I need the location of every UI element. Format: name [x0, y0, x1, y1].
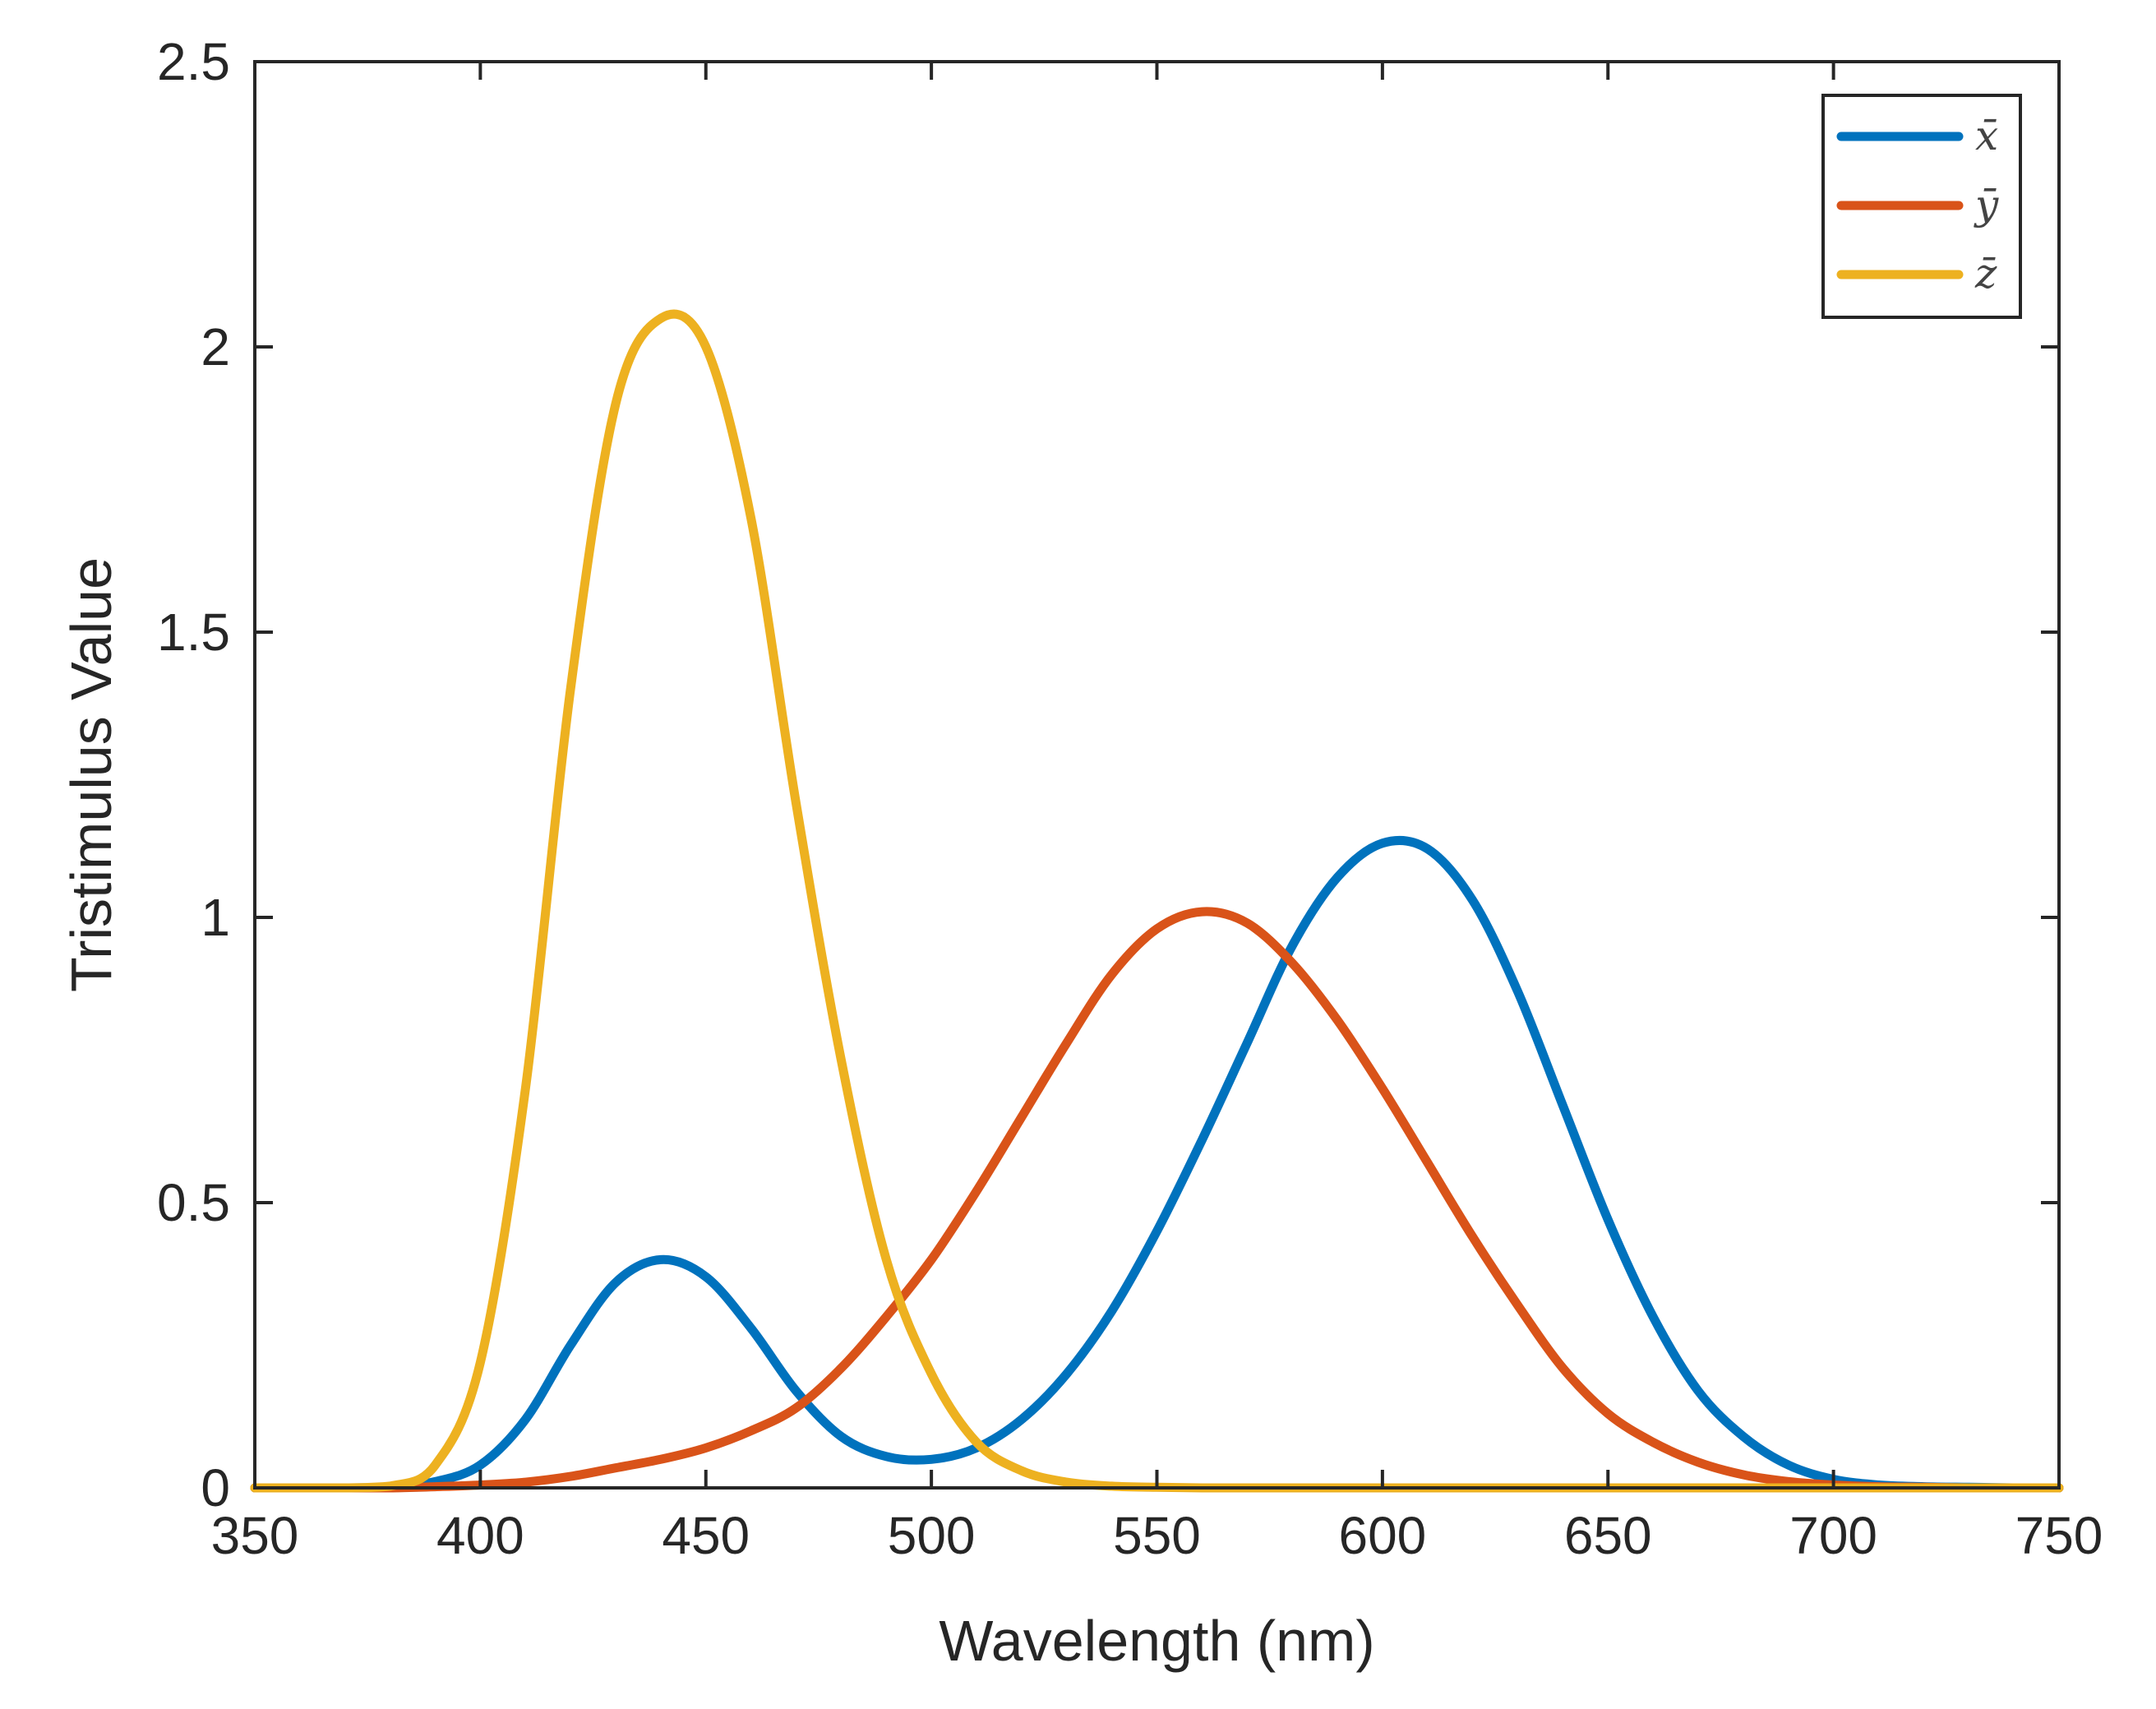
axes: 350 400 450 500 550 600 650 700 750 0 0.5 1 1.5 2 2.5: [157, 32, 2103, 1565]
x-tick-label: 400: [436, 1506, 524, 1565]
y-tick-label: 0.5: [157, 1173, 230, 1232]
x-tick-label: 700: [1789, 1506, 1877, 1565]
x-tick-label: 550: [1113, 1506, 1201, 1565]
series-line-x-bar: [250, 835, 2064, 1493]
legend-label-y-bar: ȳ: [1974, 181, 1999, 229]
legend: x̄ ȳ z̄: [1821, 94, 2022, 319]
x-tick-label: 650: [1564, 1506, 1652, 1565]
legend-label-x-bar: x̄: [1975, 112, 1998, 159]
y-tick-label: 2: [201, 317, 230, 376]
x-tick-label: 450: [662, 1506, 750, 1565]
y-tick-label: 1: [201, 888, 230, 947]
series-line-y-bar: [250, 907, 2064, 1493]
y-tick-label: 2.5: [157, 32, 230, 91]
x-axis-title: Wavelength (nm): [939, 1609, 1374, 1673]
legend-label-z-bar: z̄: [1974, 250, 1997, 298]
x-tick-label: 750: [2015, 1506, 2103, 1565]
y-axis-title: Tristimulus Value: [59, 557, 123, 992]
x-tick-label: 500: [888, 1506, 976, 1565]
x-tick-label: 600: [1338, 1506, 1426, 1565]
y-tick-label: 0: [201, 1458, 230, 1517]
x-tick-label: 350: [211, 1506, 299, 1565]
y-tick-label: 1.5: [157, 603, 230, 662]
